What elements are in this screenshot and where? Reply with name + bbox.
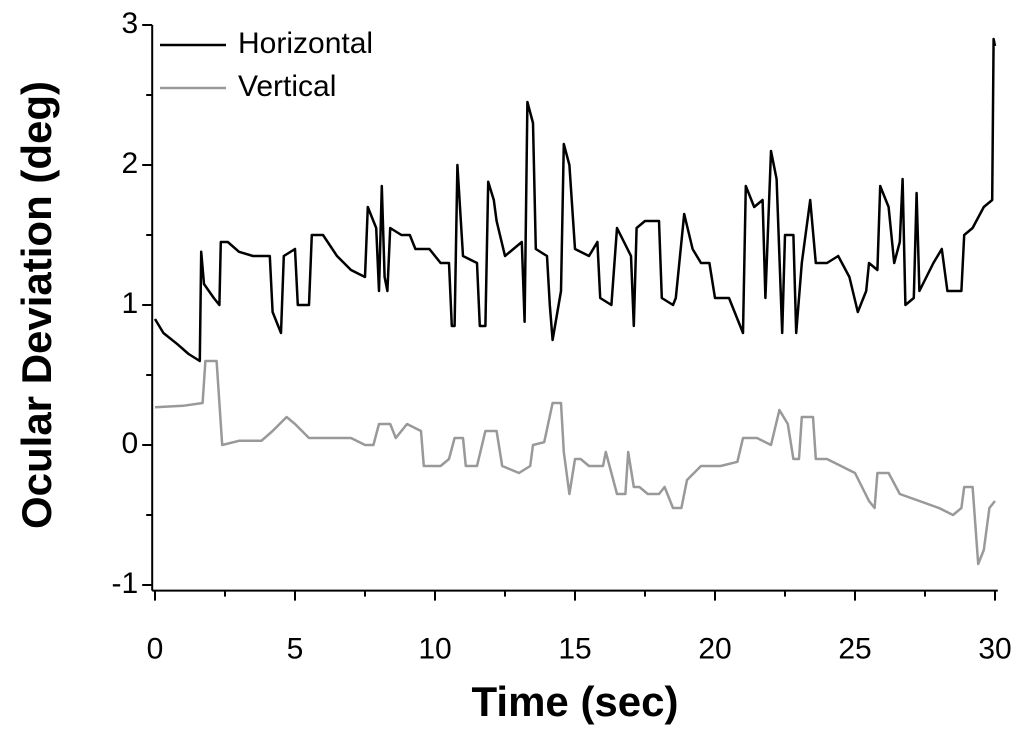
y-axis-title: Ocular Deviation (deg): [13, 81, 60, 529]
x-axis-title: Time (sec): [472, 678, 679, 725]
x-tick-label: 5: [287, 633, 304, 666]
x-tick-label: 25: [838, 633, 871, 666]
legend-label: Vertical: [238, 70, 336, 103]
data-line: [153, 37, 997, 363]
x-tick-label: 20: [698, 633, 731, 666]
data-line: [154, 359, 996, 566]
y-tick-label: -1: [112, 567, 139, 600]
y-tick-label: 1: [122, 287, 139, 320]
legend-label: Horizontal: [238, 27, 373, 60]
x-tick-label: 10: [418, 633, 451, 666]
y-tick-label: 2: [122, 147, 139, 180]
x-tick-label: 0: [147, 633, 164, 666]
y-tick-label: 0: [122, 427, 139, 460]
x-tick-label: 15: [558, 633, 591, 666]
y-tick-label: 3: [122, 7, 139, 40]
x-tick-label: 30: [978, 633, 1011, 666]
